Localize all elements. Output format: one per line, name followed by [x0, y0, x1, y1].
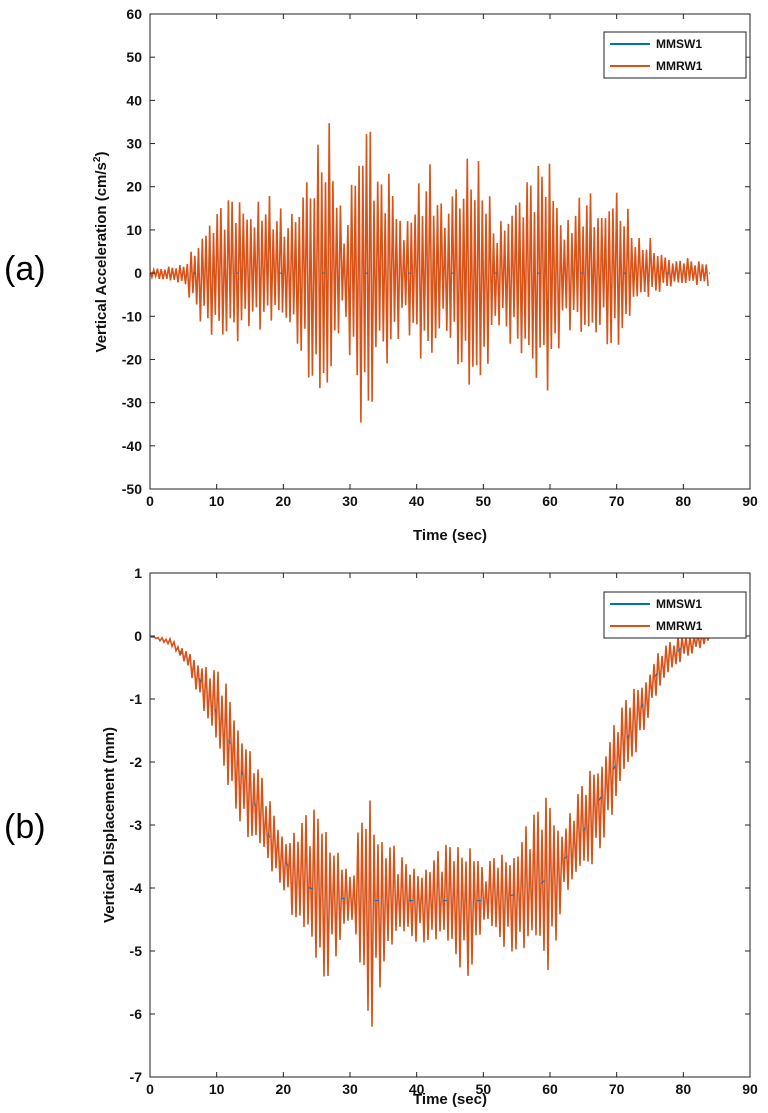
x-tick-label-b: 90: [742, 1081, 758, 1097]
legend-label-mmsw1-a: MMSW1: [656, 37, 702, 51]
x-tick-label-b: 30: [342, 1081, 358, 1097]
y-axis-label-a: Vertical Acceleration (cm/s2): [92, 152, 110, 353]
legend-label-mmsw1-b: MMSW1: [656, 597, 702, 611]
chart-a: (a) 0 10 20 30 40 50 60 70 80 90 -50 -40 -30 -20 -10 0 1…: [4, 6, 758, 544]
x-tick-label-a: 60: [542, 493, 558, 509]
x-tick-label-a: 0: [146, 493, 154, 509]
legend-label-mmrw1-b: MMRW1: [656, 619, 703, 633]
legend-a: MMSW1 MMRW1: [603, 31, 747, 79]
y-axis-label-b: Vertical Displacement (mm): [101, 727, 118, 923]
legend-box-a: [603, 31, 747, 79]
x-axis-label-a: Time (sec): [413, 527, 487, 544]
y-tick-label-a: 30: [126, 136, 142, 152]
panel-label-a: (a): [4, 250, 46, 288]
legend-label-mmrw1-a: MMRW1: [656, 59, 703, 73]
plot-area-b: [149, 572, 751, 1078]
y-tick-label-a: -30: [122, 395, 142, 411]
data-series-b: [149, 630, 711, 1027]
y-tick-label-b: -5: [130, 943, 143, 959]
x-tick-label-a: 30: [342, 493, 358, 509]
x-tick-label-b: 70: [609, 1081, 625, 1097]
y-tick-label-b: -6: [130, 1006, 143, 1022]
y-tick-label-a: 60: [126, 6, 142, 22]
x-tick-label-a: 90: [742, 493, 758, 509]
series-line-mmrw1-b: [149, 630, 711, 1027]
y-tick-label-a: -10: [122, 308, 142, 324]
y-tick-label-a: -50: [122, 481, 142, 497]
y-tick-label-a: 0: [134, 265, 142, 281]
y-tick-label-b: -1: [130, 691, 143, 707]
x-tick-label-b: 50: [476, 1081, 492, 1097]
x-tick-label-b: 60: [542, 1081, 558, 1097]
panel-label-b: (b): [4, 808, 46, 846]
x-tick-label-a: 70: [609, 493, 625, 509]
x-tick-label-a: 40: [409, 493, 425, 509]
y-tick-label-b: 0: [134, 628, 142, 644]
y-tick-label-a: -20: [122, 351, 142, 367]
y-tick-label-b: -3: [130, 817, 143, 833]
y-tick-label-b: -4: [130, 880, 143, 896]
data-series-a: [149, 123, 710, 423]
x-tick-label-a: 80: [676, 493, 692, 509]
x-tick-label-b: 10: [209, 1081, 225, 1097]
x-tick-label-b: 40: [409, 1081, 425, 1097]
x-tick-label-a: 20: [276, 493, 292, 509]
x-tick-label-a: 50: [476, 493, 492, 509]
axis-ticks-b: 0 10 20 30 40 50 60 70 80 90 -7 -6 -5 -4 -3 -2 -1 0 1: [130, 565, 758, 1097]
y-tick-label-a: -40: [122, 438, 142, 454]
chart-b: (b) 0 10 20 30 40 50 60 70 80 90-7-6-5-4-3-2-101 …: [4, 565, 758, 1108]
x-tick-label-b: 0: [146, 1081, 154, 1097]
legend-box-b: [603, 591, 747, 639]
y-tick-label-a: 50: [126, 49, 142, 65]
x-tick-label-a: 10: [209, 493, 225, 509]
x-tick-label-b: 80: [676, 1081, 692, 1097]
y-tick-label-b: -2: [130, 754, 143, 770]
y-tick-label-b: -7: [130, 1069, 143, 1085]
y-tick-label-a: 10: [126, 222, 142, 238]
y-tick-label-a: 20: [126, 179, 142, 195]
x-axis-label-b: Time (sec): [413, 1091, 487, 1108]
y-axis-label-a-sup: 2: [92, 156, 103, 162]
legend-b: MMSW1 MMRW1: [603, 591, 747, 639]
y-tick-label-a: 40: [126, 92, 142, 108]
axis-ticks-a: 0 10 20 30 40 50 60 70 80 90 -50 -40 -30 -20 -10 0 10 20 3…: [122, 6, 758, 509]
x-tick-label-b: 20: [276, 1081, 292, 1097]
y-axis-label-a-end: ): [93, 152, 110, 157]
series-line-mmrw1-a: [149, 123, 709, 423]
y-axis-label-a-main: Vertical Acceleration (cm/s: [93, 162, 110, 352]
y-tick-label-b: 1: [134, 565, 142, 581]
